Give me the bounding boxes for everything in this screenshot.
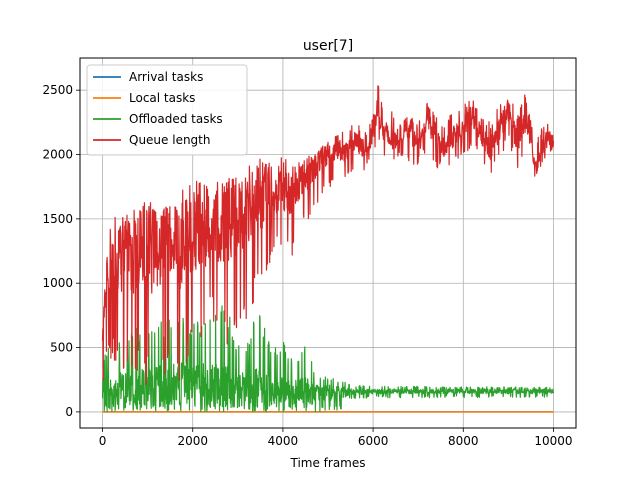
- y-tick-label: 500: [50, 341, 73, 355]
- x-tick-label: 8000: [448, 434, 479, 448]
- legend-label: Local tasks: [129, 91, 195, 105]
- y-tick-label: 1500: [42, 212, 73, 226]
- y-tick-label: 1000: [42, 276, 73, 290]
- y-tick-label: 0: [65, 405, 73, 419]
- legend-label: Offloaded tasks: [129, 112, 223, 126]
- series-line-offloaded-tasks: [101, 305, 555, 413]
- series-layer: [101, 85, 555, 413]
- x-axis-label: Time frames: [289, 456, 365, 470]
- chart-title: user[7]: [303, 38, 353, 54]
- y-tick-label: 2000: [42, 148, 73, 162]
- legend-label: Arrival tasks: [129, 70, 203, 84]
- x-tick-label: 2000: [177, 434, 208, 448]
- legend-box: [86, 64, 248, 156]
- x-tick-label: 6000: [358, 434, 389, 448]
- x-tick-label: 10000: [534, 434, 572, 448]
- axes-frame: [79, 57, 577, 429]
- legend: Arrival tasks Local tasks Offloaded tasks Q…: [86, 64, 248, 156]
- legend-label: Queue length: [129, 133, 211, 147]
- y-tick-label: 2500: [42, 83, 73, 97]
- x-tick-label: 0: [99, 434, 107, 448]
- series-line-queue-length: [101, 85, 555, 386]
- x-tick-label: 4000: [268, 434, 299, 448]
- ticks: 0 2000 4000 6000 8000 10000 0 500 1000 1500 2000 25…: [42, 83, 572, 448]
